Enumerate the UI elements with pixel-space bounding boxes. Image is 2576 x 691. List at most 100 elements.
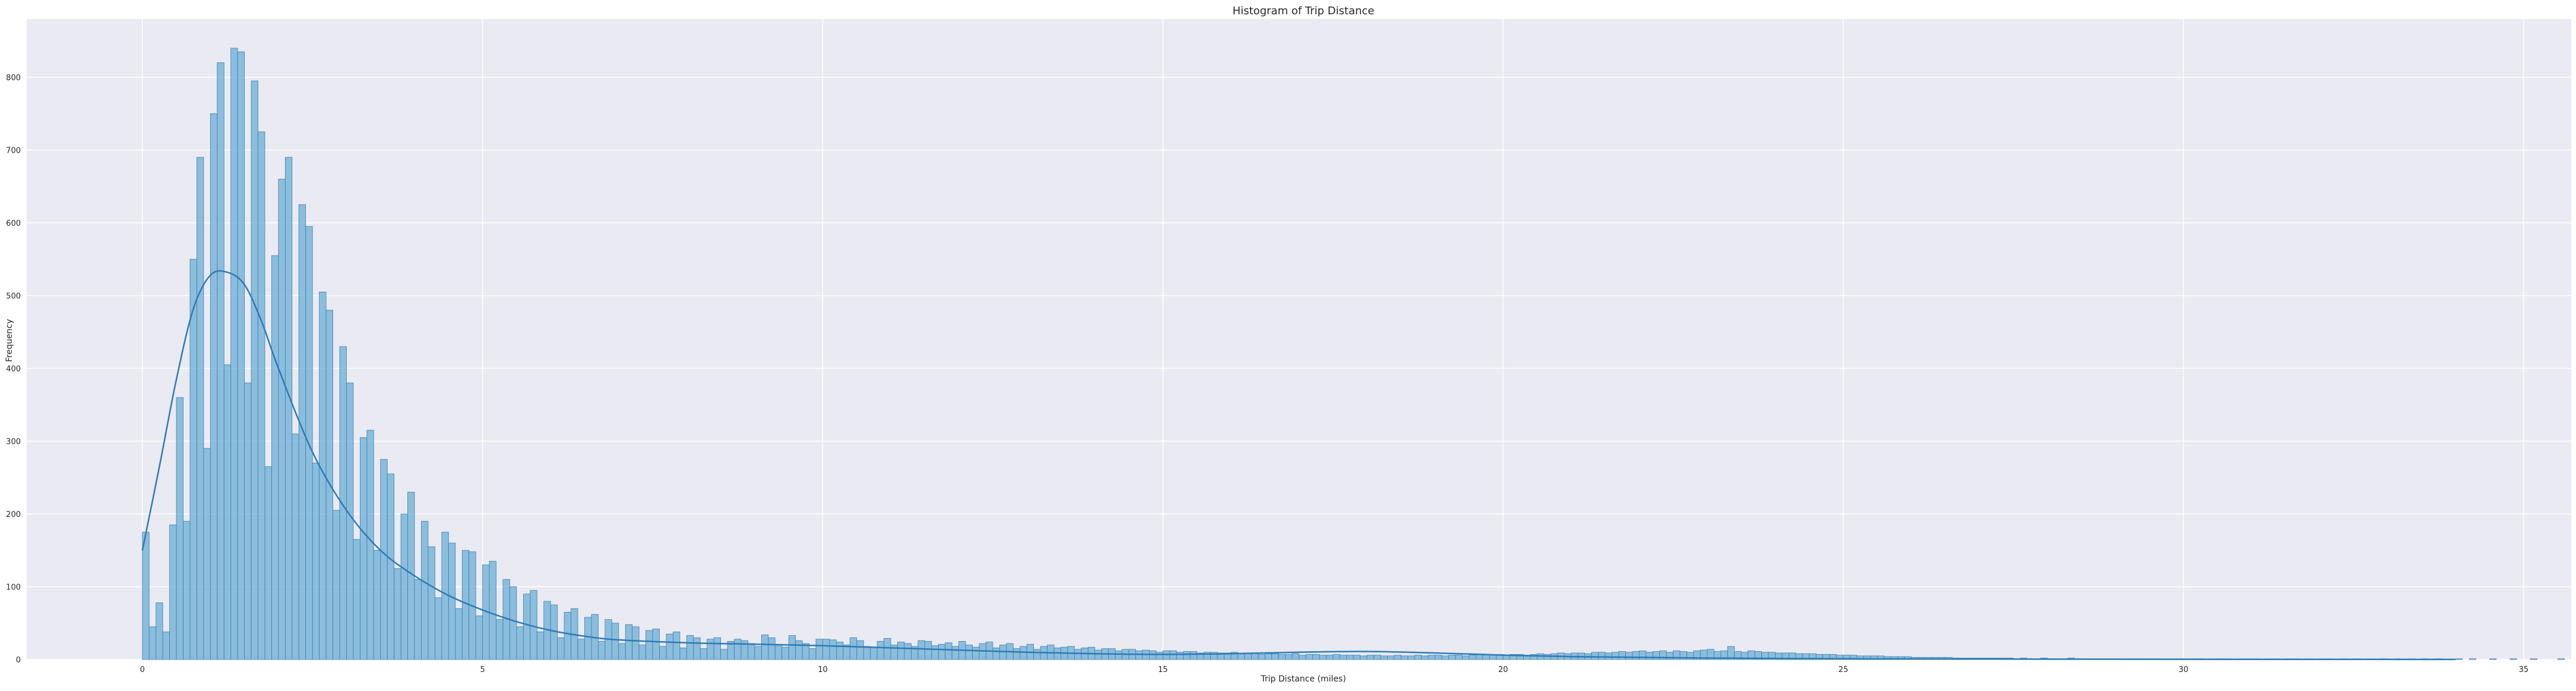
histogram-bar (2530, 659, 2537, 660)
histogram-bar (871, 647, 877, 660)
histogram-bar (714, 638, 720, 660)
histogram-bar (1156, 652, 1163, 660)
histogram-bar (1020, 646, 1027, 660)
histogram-bar (489, 561, 496, 660)
y-axis-label: Frequency (5, 319, 14, 362)
histogram-bar (694, 638, 700, 660)
histogram-bar (639, 645, 645, 660)
histogram-bar (210, 113, 217, 660)
histogram-bar (952, 646, 958, 660)
histogram-bar (1299, 655, 1306, 660)
histogram-bar (312, 463, 319, 660)
histogram-bar (884, 638, 891, 660)
histogram-bar (932, 646, 938, 660)
histogram-bar (442, 532, 448, 660)
histogram-bar (598, 641, 605, 660)
y-tick-label: 400 (6, 365, 21, 374)
histogram-bar (755, 646, 761, 660)
histogram-bar (1319, 655, 1326, 660)
histogram-bar (735, 639, 741, 660)
histogram-bar (877, 641, 884, 660)
x-axis-label: Trip Distance (miles) (1260, 674, 1346, 684)
histogram-bar (816, 639, 822, 660)
x-tick-label: 30 (2179, 665, 2189, 674)
histogram-bar (496, 620, 503, 660)
histogram-bar (1034, 649, 1040, 660)
y-tick-label: 200 (6, 510, 21, 519)
histogram-bar (748, 643, 754, 660)
histogram-bar (251, 81, 258, 660)
histogram-bar (1625, 652, 1632, 660)
histogram-bar (1340, 655, 1346, 660)
histogram-bar (448, 543, 455, 660)
histogram-bar (1442, 656, 1448, 660)
histogram-bar (1632, 652, 1639, 660)
histogram-bar (265, 466, 271, 660)
histogram-bar (2558, 659, 2564, 660)
histogram-bar (1394, 655, 1401, 660)
histogram-bar (374, 550, 380, 660)
histogram-bar (578, 639, 584, 660)
histogram-bar (299, 204, 305, 660)
histogram-bar (1258, 654, 1265, 660)
histogram-bar (292, 434, 299, 660)
histogram-bar (1095, 650, 1102, 660)
histogram-bar (163, 632, 169, 660)
histogram-bar (1408, 656, 1414, 660)
histogram-bar (904, 643, 911, 660)
histogram-bar (1074, 649, 1081, 660)
y-tick-label: 600 (6, 219, 21, 228)
histogram-bar (1653, 652, 1659, 660)
histogram-bar (564, 612, 571, 660)
histogram-bar (680, 648, 686, 660)
histogram-bar (1149, 651, 1156, 660)
x-tick-label: 15 (1158, 665, 1168, 674)
histogram-bar (238, 52, 244, 660)
histogram-bar (625, 624, 632, 660)
histogram-bar (768, 638, 775, 660)
histogram-bar (333, 510, 340, 660)
histogram-bar (1170, 651, 1176, 660)
histogram-bar (1278, 654, 1285, 660)
histogram-bar (918, 640, 925, 660)
histogram-bar (2469, 659, 2476, 660)
histogram-bar (836, 642, 843, 660)
histogram-bar (422, 521, 428, 660)
histogram-bar (1449, 655, 1455, 660)
histogram-bar (1347, 655, 1353, 660)
histogram-bar (973, 647, 979, 660)
histogram-bar (1646, 652, 1653, 660)
x-tick-label: 20 (1498, 665, 1508, 674)
histogram-bar (761, 635, 768, 660)
histogram-bar (517, 627, 523, 660)
histogram-bar (231, 48, 238, 660)
histogram-bar (1605, 653, 1612, 660)
histogram-bar (367, 430, 374, 660)
histogram-bar (584, 617, 591, 660)
histogram-bar (476, 616, 482, 660)
histogram-bar (435, 598, 441, 660)
x-tick-label: 0 (140, 665, 145, 674)
histogram-bar (891, 645, 897, 660)
histogram-bar (1245, 654, 1251, 660)
histogram-bar (1292, 654, 1299, 660)
histogram-bar (1326, 655, 1333, 660)
y-tick-label: 300 (6, 438, 21, 447)
histogram-bar (1272, 654, 1278, 660)
histogram-bar (1013, 649, 1020, 660)
histogram-bar (863, 646, 870, 660)
histogram-bar (1422, 656, 1428, 660)
histogram-bar (1469, 655, 1476, 660)
histogram-bar (789, 636, 795, 660)
histogram-bar (143, 532, 149, 660)
histogram-bar (1190, 652, 1197, 660)
histogram-bar (346, 383, 353, 660)
histogram-bar (830, 640, 836, 660)
histogram-bar (523, 594, 530, 660)
histogram-bar (537, 632, 543, 660)
y-tick-label: 100 (6, 583, 21, 592)
histogram-bar (558, 638, 564, 660)
histogram-bar (1599, 652, 1605, 660)
histogram-bar (353, 539, 360, 660)
histogram-bar (2455, 659, 2462, 660)
